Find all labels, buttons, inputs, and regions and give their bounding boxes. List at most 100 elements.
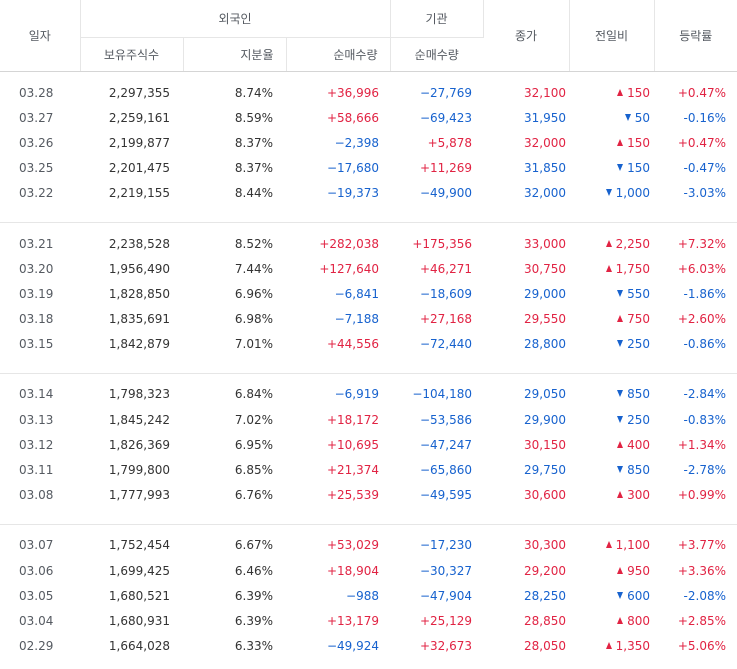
group-divider <box>0 373 737 374</box>
cell-foreign-net: −49,924 <box>326 639 379 654</box>
spacer-row <box>0 223 737 231</box>
triangle-down-icon <box>617 390 624 398</box>
cell-rate: +6.03% <box>677 261 726 276</box>
cell-foreign-ratio: 6.67% <box>234 538 273 553</box>
cell-close: 30,600 <box>524 488 566 503</box>
header-foreign-net: 순매수량 <box>286 37 391 72</box>
cell-change: 750 <box>569 307 654 332</box>
triangle-down-icon <box>617 591 624 599</box>
cell-date: 03.07 <box>19 538 54 553</box>
cell-institution-net: +25,129 <box>419 613 472 628</box>
cell-institution-net: −27,769 <box>419 85 472 100</box>
cell-date: 03.18 <box>19 312 54 327</box>
cell-foreign-ratio: 6.96% <box>234 286 273 301</box>
cell-foreign-ratio: 6.98% <box>234 312 273 327</box>
cell-foreign-net: +53,029 <box>326 538 379 553</box>
cell-date: 03.27 <box>19 110 54 125</box>
cell-close: 31,850 <box>524 161 566 176</box>
triangle-down-icon <box>617 415 624 423</box>
cell-foreign-holdings: 2,201,475 <box>108 161 170 176</box>
table-row: 03.21 2,238,528 8.52% +282,038 +175,356 33,00… <box>0 231 737 256</box>
spacer-row <box>0 525 737 533</box>
change-value: 300 <box>627 488 650 503</box>
cell-foreign-ratio: 7.44% <box>234 261 273 276</box>
cell-date: 03.25 <box>19 161 54 176</box>
cell-foreign-ratio: 8.52% <box>234 236 273 251</box>
cell-institution-net: −49,595 <box>419 488 472 503</box>
group-gap <box>0 508 737 525</box>
header-change: 전일비 <box>569 0 655 72</box>
cell-foreign-holdings: 2,297,355 <box>108 85 170 100</box>
triangle-down-icon <box>617 164 624 172</box>
change-value: 150 <box>627 85 650 100</box>
triangle-up-icon <box>605 264 612 272</box>
table-row: 03.15 1,842,879 7.01% +44,556 −72,440 28,800 2… <box>0 332 737 357</box>
header-institution-net: 순매수량 <box>390 37 483 72</box>
cell-close: 29,550 <box>524 312 566 327</box>
cell-foreign-net: +18,172 <box>326 412 379 427</box>
cell-date: 03.08 <box>19 488 54 503</box>
cell-foreign-net: +282,038 <box>319 236 379 251</box>
change-value: 1,350 <box>615 639 650 654</box>
cell-foreign-net: +127,640 <box>319 261 379 276</box>
table-row: 03.06 1,699,425 6.46% +18,904 −30,327 29,200 9… <box>0 558 737 583</box>
change-value: 50 <box>634 110 650 125</box>
table-body: 03.28 2,297,355 8.74% +36,996 −27,769 32,100 1… <box>0 72 737 659</box>
cell-rate: +7.32% <box>677 236 726 251</box>
cell-change: 1,100 <box>569 533 654 558</box>
cell-close: 29,050 <box>524 387 566 402</box>
cell-foreign-ratio: 7.02% <box>234 412 273 427</box>
table-row: 03.19 1,828,850 6.96% −6,841 −18,609 29,000 55… <box>0 281 737 306</box>
cell-foreign-ratio: 8.44% <box>234 186 273 201</box>
cell-date: 02.29 <box>19 639 54 654</box>
cell-foreign-net: −6,919 <box>334 387 379 402</box>
cell-date: 03.28 <box>19 85 54 100</box>
change-value: 600 <box>627 588 650 603</box>
cell-institution-net: +175,356 <box>412 236 472 251</box>
cell-date: 03.05 <box>19 588 54 603</box>
cell-foreign-ratio: 6.33% <box>234 639 273 654</box>
cell-close: 29,200 <box>524 563 566 578</box>
cell-change: 1,350 <box>569 634 654 659</box>
table-row: 03.12 1,826,369 6.95% +10,695 −47,247 30,150 4… <box>0 432 737 457</box>
cell-close: 28,800 <box>524 337 566 352</box>
cell-rate: -0.86% <box>683 337 726 352</box>
cell-foreign-net: −6,841 <box>334 286 379 301</box>
cell-close: 32,100 <box>524 85 566 100</box>
triangle-up-icon <box>617 315 624 323</box>
cell-institution-net: −53,586 <box>419 412 472 427</box>
cell-close: 28,850 <box>524 613 566 628</box>
header-foreign-ratio: 지분율 <box>183 37 287 72</box>
cell-foreign-holdings: 1,956,490 <box>108 261 170 276</box>
change-value: 150 <box>627 161 650 176</box>
cell-foreign-net: −988 <box>346 588 379 603</box>
cell-change: 600 <box>569 583 654 608</box>
cell-foreign-ratio: 6.84% <box>234 387 273 402</box>
triangle-up-icon <box>605 239 612 247</box>
cell-date: 03.21 <box>19 236 54 251</box>
cell-close: 30,150 <box>524 437 566 452</box>
cell-foreign-holdings: 2,219,155 <box>108 186 170 201</box>
cell-rate: +1.34% <box>677 437 726 452</box>
change-value: 1,750 <box>615 261 650 276</box>
cell-institution-net: +46,271 <box>419 261 472 276</box>
cell-rate: -2.08% <box>683 588 726 603</box>
cell-close: 30,750 <box>524 261 566 276</box>
triangle-up-icon <box>617 616 624 624</box>
cell-institution-net: −17,230 <box>419 538 472 553</box>
cell-institution-net: −69,423 <box>419 110 472 125</box>
cell-foreign-holdings: 2,259,161 <box>108 110 170 125</box>
cell-rate: -1.86% <box>683 286 726 301</box>
cell-date: 03.06 <box>19 563 54 578</box>
triangle-up-icon <box>617 491 624 499</box>
group-gap <box>0 357 737 374</box>
cell-foreign-holdings: 1,664,028 <box>108 639 170 654</box>
cell-date: 03.20 <box>19 261 54 276</box>
table-row: 03.18 1,835,691 6.98% −7,188 +27,168 29,550 75… <box>0 307 737 332</box>
table-row: 03.07 1,752,454 6.67% +53,029 −17,230 30,300 1… <box>0 533 737 558</box>
cell-institution-net: −30,327 <box>419 563 472 578</box>
cell-foreign-ratio: 6.76% <box>234 488 273 503</box>
cell-change: 300 <box>569 483 654 508</box>
header-rate: 등락률 <box>654 0 737 72</box>
